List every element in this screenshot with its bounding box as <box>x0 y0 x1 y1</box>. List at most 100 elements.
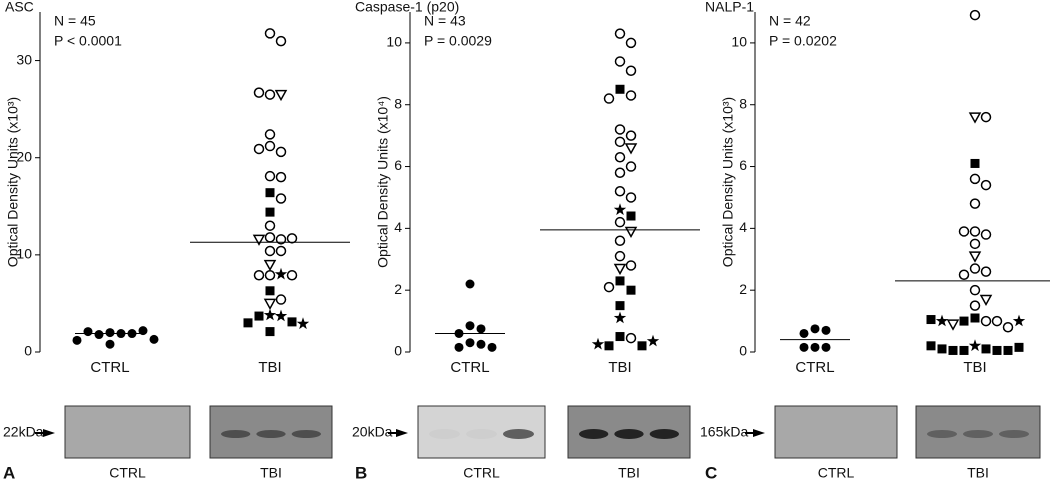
y-axis-label: Optical Density Units (x10³) <box>5 97 21 267</box>
data-point <box>969 284 981 296</box>
data-point <box>810 342 820 352</box>
data-point <box>614 167 626 178</box>
data-point <box>275 234 287 245</box>
data-point <box>625 65 637 76</box>
blot-lane-label: TBI <box>618 465 640 481</box>
blot-lane-label: CTRL <box>463 465 500 481</box>
blot-band <box>579 429 609 439</box>
blot-arrow <box>396 429 408 437</box>
annotation: N = 45 <box>54 13 96 29</box>
data-point <box>149 334 159 344</box>
data-point <box>296 317 310 330</box>
blot-size-label: 22kDa <box>3 424 44 440</box>
data-point <box>243 318 253 328</box>
data-point <box>603 93 615 104</box>
data-point <box>970 313 980 323</box>
data-point <box>969 238 981 250</box>
y-tick-label: 20 <box>16 148 32 164</box>
blot-band <box>429 429 460 439</box>
data-point <box>625 90 637 101</box>
data-point <box>959 345 969 355</box>
x-tick-label: TBI <box>963 359 986 376</box>
data-point <box>613 203 627 216</box>
data-point <box>264 129 276 140</box>
data-point <box>476 324 486 334</box>
data-point <box>799 342 809 352</box>
y-tick-label: 4 <box>739 219 747 235</box>
data-point <box>615 84 625 94</box>
data-point <box>969 198 981 209</box>
data-point <box>263 259 277 272</box>
data-point <box>1014 342 1024 352</box>
data-point <box>275 245 287 257</box>
blot <box>64 405 191 459</box>
annotation: N = 42 <box>769 13 811 29</box>
data-point <box>83 327 93 337</box>
data-point <box>274 267 288 280</box>
annotation: P = 0.0029 <box>424 33 492 49</box>
y-tick-label: 10 <box>386 34 402 50</box>
data-point <box>264 245 276 257</box>
data-point <box>264 170 276 182</box>
blot-band <box>999 430 1029 438</box>
blot-band <box>614 429 644 439</box>
data-point <box>264 220 276 231</box>
blot-band <box>503 429 534 439</box>
data-point <box>454 342 464 352</box>
data-point <box>968 339 982 352</box>
blot-band <box>291 430 322 438</box>
data-point <box>614 152 626 163</box>
data-point <box>265 207 275 217</box>
data-point <box>274 309 288 322</box>
data-point <box>465 338 475 348</box>
data-point <box>926 315 936 325</box>
x-tick-label: TBI <box>608 359 631 376</box>
data-point <box>264 232 276 243</box>
x-tick-label: CTRL <box>90 359 129 376</box>
data-point <box>926 341 936 351</box>
data-point <box>1003 345 1013 355</box>
y-tick-label: 10 <box>731 34 747 50</box>
data-point <box>946 319 960 331</box>
data-point <box>959 316 969 326</box>
data-point <box>613 311 627 324</box>
panel-label: A <box>3 463 15 482</box>
data-point <box>626 211 636 221</box>
y-tick-label: 30 <box>16 51 32 67</box>
data-point <box>821 325 831 335</box>
y-tick-label: 0 <box>24 343 32 359</box>
data-point <box>981 344 991 354</box>
y-tick-label: 10 <box>16 246 32 262</box>
chart-title: ASC <box>5 0 34 15</box>
blot-arrow <box>753 429 765 437</box>
data-point <box>264 140 276 152</box>
data-point <box>948 345 958 355</box>
data-point <box>958 269 970 280</box>
blot-arrow <box>43 429 55 437</box>
data-point <box>105 339 115 349</box>
data-point <box>624 226 638 238</box>
data-point <box>614 235 626 246</box>
data-point <box>252 234 266 246</box>
data-point <box>980 315 992 327</box>
data-point <box>263 308 277 321</box>
x-tick-label: TBI <box>258 359 281 376</box>
blot-size-label: 165kDa <box>700 424 748 440</box>
data-point <box>992 345 1002 355</box>
data-point <box>625 332 637 344</box>
blot-lane-label: TBI <box>260 465 282 481</box>
data-point <box>969 300 981 311</box>
panel-label: C <box>705 463 717 482</box>
data-point <box>275 146 287 158</box>
data-point <box>799 328 809 338</box>
data-point <box>980 179 992 191</box>
blot-lane-label: CTRL <box>109 465 146 481</box>
blot-size-label: 20kDa <box>352 424 393 440</box>
x-tick-label: CTRL <box>795 359 834 376</box>
data-point <box>275 294 287 305</box>
data-point <box>625 161 637 172</box>
data-point <box>1002 322 1014 333</box>
data-point <box>603 281 615 293</box>
data-point <box>253 143 265 155</box>
